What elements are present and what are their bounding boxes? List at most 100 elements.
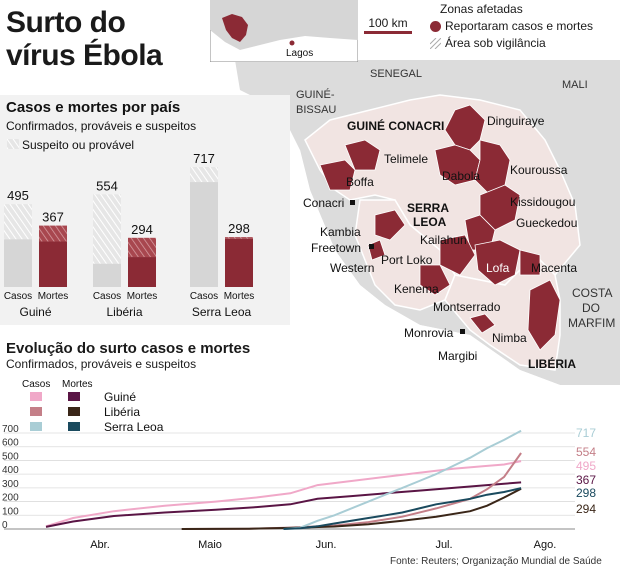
legend-deaths-swatch-0: [68, 392, 80, 401]
label-freetown: Freetown: [311, 241, 361, 255]
legend-surveillance: Área sob vigilância: [445, 36, 546, 50]
label-telimele: Telimele: [384, 152, 428, 166]
country-label-1: Libéria: [106, 305, 142, 319]
death-bar-suspect-2: [225, 237, 253, 239]
label-mali: MALI: [562, 79, 588, 91]
label-macenta: Macenta: [531, 261, 577, 275]
line-chart-subtitle: Confirmados, prováveis e suspeitos: [6, 357, 197, 371]
label-port-loko: Port Loko: [381, 253, 433, 267]
region-telimele: [344, 139, 381, 171]
label-guine-bissau-1: GUINÉ-: [296, 88, 335, 101]
series-line-3: [181, 487, 522, 530]
freetown-marker: [369, 244, 374, 249]
scale-bar: 100 km: [364, 16, 412, 34]
legend-reported: Reportaram casos e mortes: [445, 19, 594, 33]
legend-reported-row: Reportaram casos e mortes: [430, 19, 593, 33]
label-lofa: Lofa: [486, 261, 510, 275]
inset-lagos-label: Lagos: [286, 48, 313, 59]
label-do: DO: [582, 301, 600, 315]
death-value-label-1: 294: [131, 222, 153, 237]
region-montserrado: [469, 313, 496, 334]
label-montserrado: Montserrado: [433, 300, 501, 314]
label-kenema: Kenema: [394, 282, 439, 296]
monrovia-marker: [460, 329, 465, 334]
death-value-label-2: 298: [228, 221, 250, 236]
x-tick-2: Jun.: [316, 539, 337, 551]
legend-cases-header: Casos: [22, 379, 50, 390]
case-axis-label-1: Casos: [93, 291, 121, 302]
title-line-2: vírus Ébola: [6, 39, 163, 72]
end-label-0: 495: [576, 459, 596, 473]
source-note: Fonte: Reuters; Organização Mundial de S…: [390, 556, 602, 567]
end-label-4: 717: [576, 426, 596, 440]
label-kambia: Kambia: [320, 225, 361, 239]
bar-chart-title: Casos e mortes por país: [6, 99, 180, 116]
x-tick-3: Jul.: [435, 539, 452, 551]
scale-line: [364, 31, 412, 34]
case-value-label-2: 717: [193, 151, 215, 166]
label-nimba: Nimba: [492, 331, 527, 345]
label-conacri: Conacri: [303, 196, 344, 210]
map-legend: Zonas afetadas Reportaram casos e mortes…: [430, 2, 593, 50]
scale-label: 100 km: [368, 16, 408, 30]
legend-country-2: Serra Leoa: [104, 420, 164, 434]
label-western: Western: [330, 261, 374, 275]
death-bar-suspect-1: [128, 237, 156, 258]
label-guine-bissau-2: BISSAU: [296, 104, 336, 116]
y-tick-3: 300: [2, 479, 19, 490]
death-bar-suspect-0: [39, 225, 67, 242]
label-leoa: LEOA: [413, 215, 447, 229]
label-senegal: SENEGAL: [370, 68, 422, 80]
label-marfim: MARFIM: [568, 316, 615, 330]
region-lofa: [474, 239, 521, 286]
region-kambia: [374, 209, 406, 241]
case-axis-label-2: Casos: [190, 291, 218, 302]
case-value-label-0: 495: [7, 188, 29, 203]
region-kenema: [419, 264, 451, 296]
line-chart-title: Evolução do surto casos e mortes: [6, 340, 251, 357]
hatch-legend-label: Suspeito ou provável: [22, 138, 134, 152]
legend-cases-swatch-0: [30, 392, 42, 401]
death-axis-label-2: Mortes: [224, 291, 255, 302]
series-line-5: [283, 487, 522, 530]
end-label-3: 294: [576, 502, 596, 516]
label-dinguiraye: Dinguiraye: [487, 114, 545, 128]
case-bar-suspect-0: [4, 204, 32, 240]
series-line-0: [45, 460, 522, 528]
case-axis-label-0: Casos: [4, 291, 32, 302]
y-tick-2: 200: [2, 493, 19, 504]
label-gueckedou: Gueckedou: [516, 216, 577, 230]
label-liberia: LIBÉRIA: [528, 356, 576, 371]
legend-country-1: Libéria: [104, 405, 140, 419]
case-bar-suspect-1: [93, 194, 121, 264]
death-axis-label-0: Mortes: [38, 291, 69, 302]
hatch-legend-swatch-icon: [7, 139, 19, 149]
bar-chart: Casos e mortes por país Confirmados, pro…: [4, 99, 255, 319]
label-costa: COSTA: [572, 286, 612, 300]
label-kouroussa: Kouroussa: [510, 163, 568, 177]
case-bar-1: [93, 263, 121, 287]
inset-map: Lagos: [210, 0, 358, 62]
label-kissidougou: Kissidougou: [510, 195, 575, 209]
label-kailahun: Kailahun: [420, 233, 467, 247]
case-bar-suspect-2: [190, 167, 218, 183]
case-bar-2: [190, 182, 218, 287]
label-guine-conacri: GUINÉ CONACRI: [347, 118, 444, 133]
inset-land: [210, 0, 358, 50]
death-value-label-0: 367: [42, 210, 64, 225]
legend-heading: Zonas afetadas: [440, 2, 523, 16]
x-tick-4: Ago.: [534, 539, 557, 551]
inset-affected: [222, 14, 248, 42]
region-macenta: [519, 249, 541, 276]
lagos-dot: [289, 40, 295, 46]
y-tick-7: 700: [2, 425, 19, 435]
y-tick-6: 600: [2, 438, 19, 449]
label-boffa: Boffa: [346, 175, 374, 189]
y-tick-1: 100: [2, 506, 19, 517]
end-label-5: 298: [576, 486, 596, 500]
line-chart: 0 100 200 300 400 500 600 700 Abr. Maio Jun. Jul. Ag…: [2, 425, 596, 551]
legend-deaths-swatch-1: [68, 407, 80, 416]
country-label-0: Guiné: [19, 305, 51, 319]
series-line-1: [45, 481, 522, 528]
